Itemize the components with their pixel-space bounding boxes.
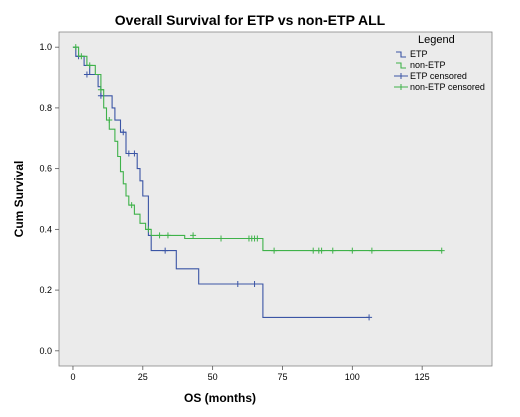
series-layer [72,44,445,321]
legend-etp-censored: ETP censored [394,71,467,81]
non-etp-censor-mark [349,247,356,254]
non-etp-censor-mark [72,44,79,51]
legend-line-swatch [396,62,406,69]
etp-censor-mark [97,92,104,99]
x-tick-label: 0 [70,372,75,382]
legend-label: ETP censored [410,71,467,81]
x-tick-label: 25 [138,372,148,382]
non-etp-censor-mark [438,247,445,254]
non-etp-censor-mark [329,247,336,254]
x-tick-label: 100 [345,372,360,382]
legend-label: non-ETP censored [410,82,485,92]
y-tick-label: 0.4 [39,224,52,234]
legend-censor-swatch [394,73,408,79]
non-etp-censor-mark [271,247,278,254]
y-tick-label: 0.8 [39,103,52,113]
x-axis: 0 25 50 75 100 125 [70,366,430,382]
etp-censor-mark [120,129,127,136]
chart-title: Overall Survival for ETP vs non-ETP ALL [115,12,386,28]
non-etp-censor-mark [145,226,152,233]
etp-censor-mark [234,281,241,288]
y-axis: 0.0 0.2 0.4 0.6 0.8 1.0 [39,42,59,356]
non-etp-censor-mark [318,247,325,254]
x-tick-label: 75 [277,372,287,382]
legend-label: non-ETP [410,60,446,70]
legend-label: ETP [410,49,428,59]
x-tick-label: 125 [415,372,430,382]
non-etp-censor-mark [254,235,261,242]
y-tick-label: 0.6 [39,164,52,174]
x-axis-label: OS (months) [184,391,256,405]
non-etp-censor-mark [310,247,317,254]
non-etp-censor-mark [218,235,225,242]
plot-area [58,31,493,367]
y-tick-label: 0.2 [39,285,52,295]
etp-censor-mark [83,71,90,78]
legend-line-swatch [396,51,406,58]
etp-censor-mark [251,281,258,288]
non-etp-censor-mark [368,247,375,254]
non-etp-censor-mark [128,202,135,209]
non-etp-censor-mark [190,232,197,239]
etp-censor-mark [131,150,138,157]
legend-title: Legend [418,34,455,46]
non-etp-survival-line [73,46,442,252]
y-tick-label: 1.0 [39,42,52,52]
etp-censor-mark [366,314,373,321]
legend-non-etp: non-ETP [396,60,446,70]
non-etp-censor-mark [156,232,163,239]
y-axis-label: Cum Survival [12,161,26,238]
legend-non-etp-censored: non-ETP censored [394,82,485,92]
y-tick-label: 0.0 [39,346,52,356]
etp-censor-mark [162,247,169,254]
non-etp-censor-mark [78,53,85,60]
non-etp-censor-mark [86,62,93,69]
non-etp-censor-mark [97,86,104,93]
legend-etp: ETP [396,49,428,59]
non-etp-censor-mark [164,232,171,239]
legend-censor-swatch [394,84,408,90]
non-etp-censor-mark [106,117,113,124]
x-tick-label: 50 [208,372,218,382]
etp-censor-mark [125,150,132,157]
